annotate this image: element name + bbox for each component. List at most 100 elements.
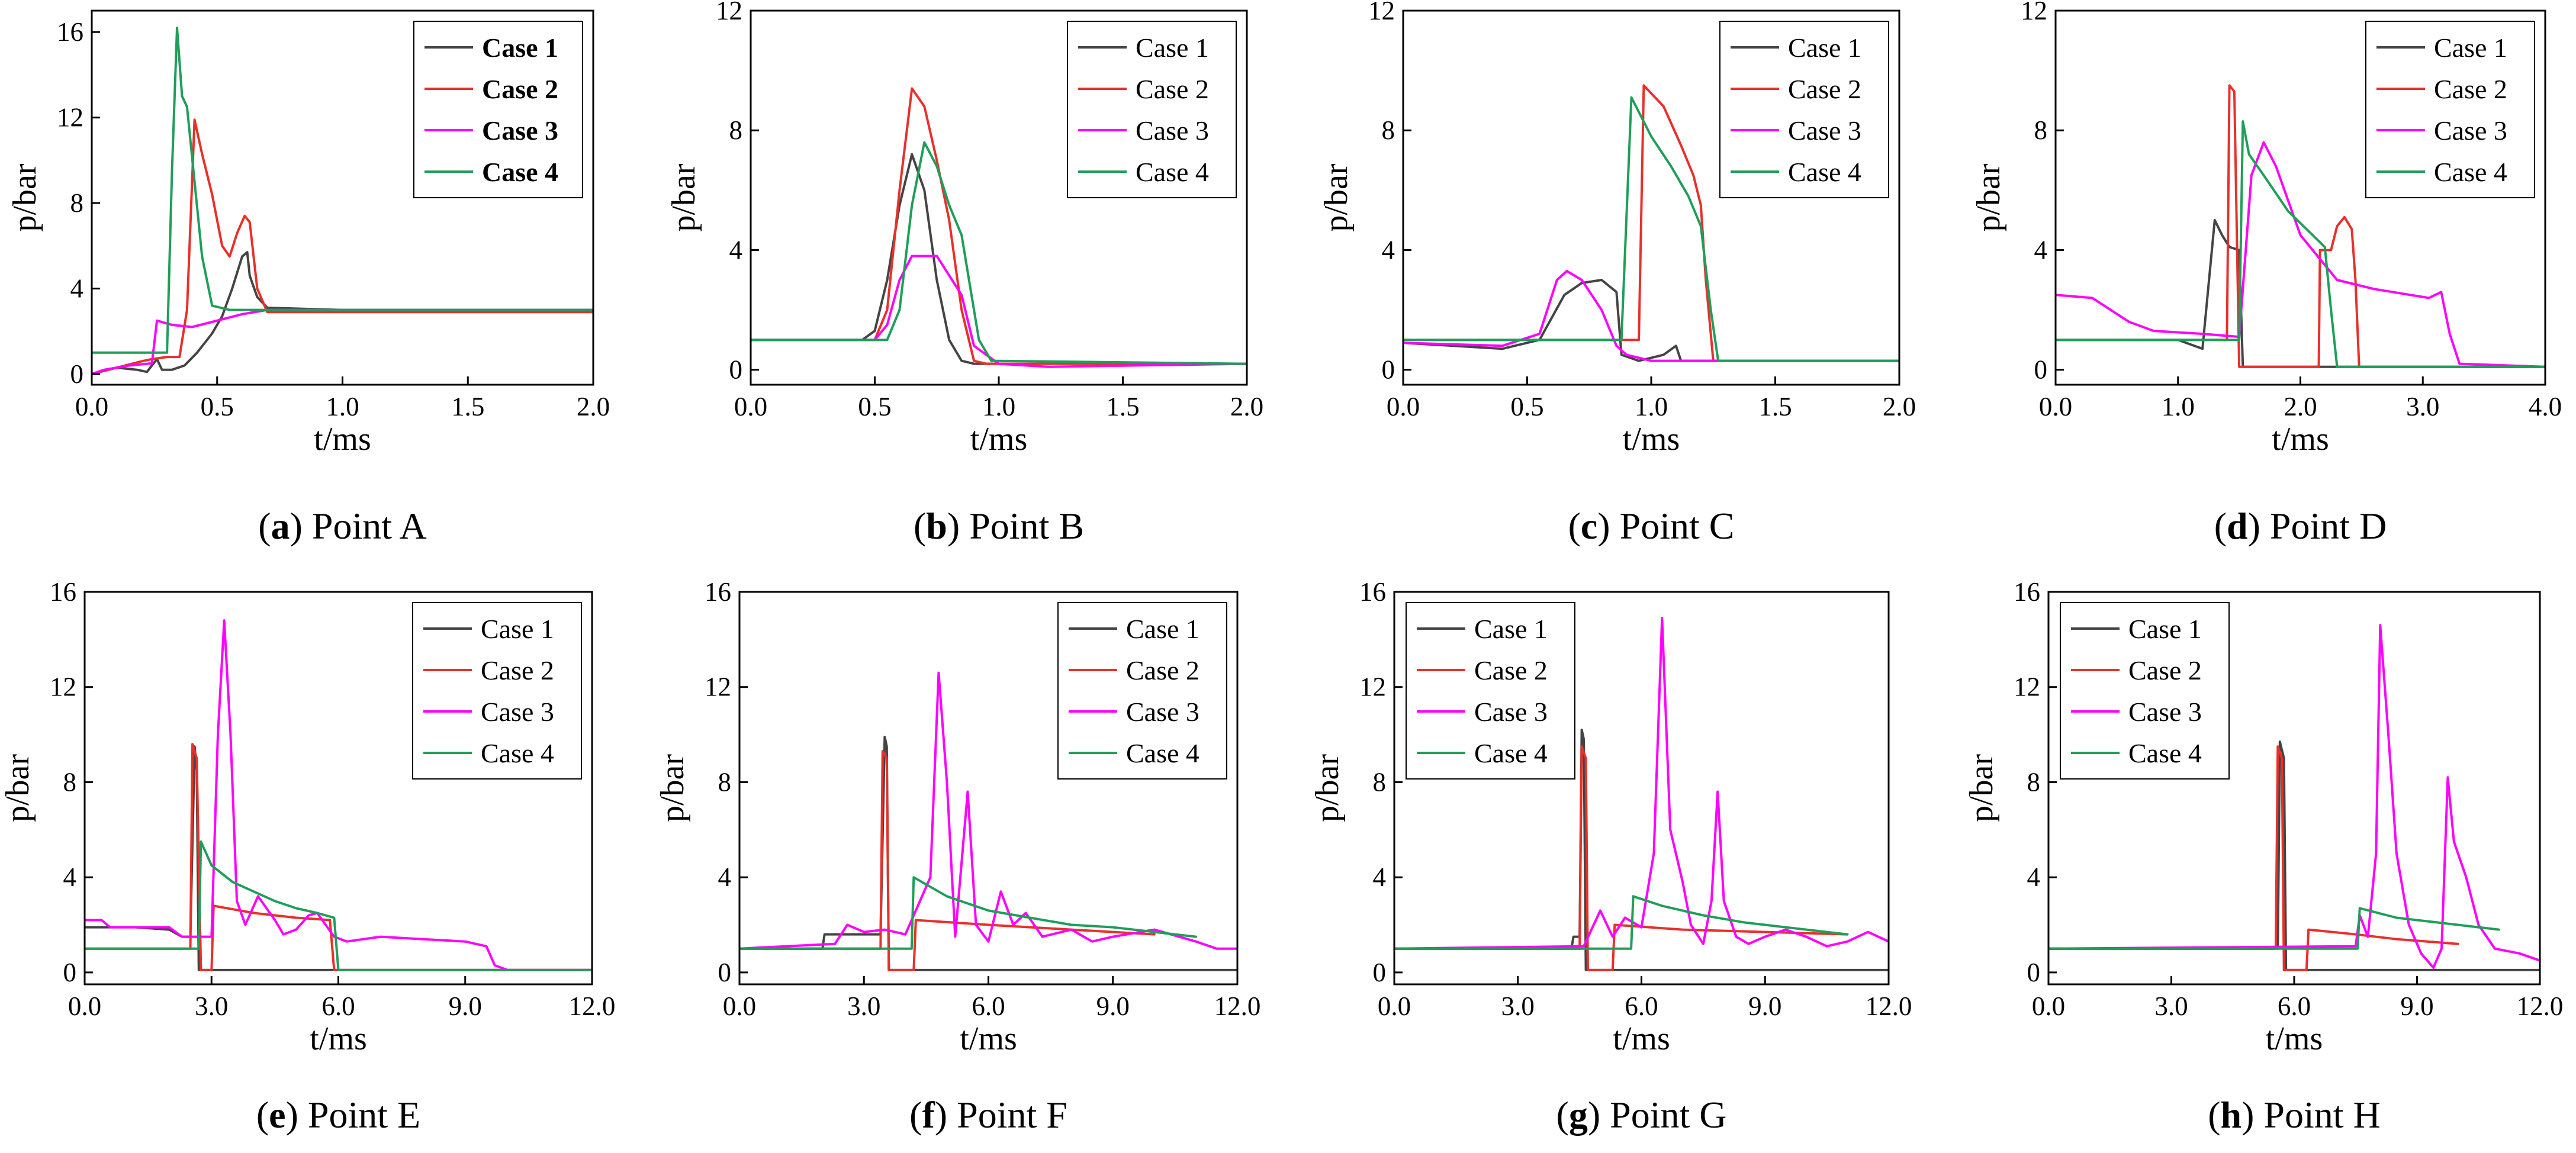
legend-label-case-3: Case 3 [1788, 115, 1861, 146]
legend-label-case-3: Case 3 [481, 697, 554, 727]
legend: Case 1 Case 2 Case 3 Case 4 [1067, 21, 1236, 198]
caption-text: Point F [947, 1094, 1067, 1136]
series-line-case-4 [85, 842, 592, 970]
x-axis-label: t/ms [310, 1020, 366, 1057]
caption-letter: f [922, 1094, 935, 1136]
x-tick-label: 1.0 [326, 392, 359, 421]
x-tick-label: 2.0 [577, 392, 610, 421]
legend-label-case-4: Case 4 [1474, 738, 1548, 768]
panel-caption: (f) Point F [909, 1094, 1067, 1136]
x-tick-label: 6.0 [321, 991, 355, 1021]
legend-label-case-3: Case 3 [1136, 115, 1209, 146]
x-tick-label: 12.0 [1214, 991, 1261, 1021]
panel-h-point-h: 0.0 3.0 6.0 9.0 12.00481216t/msp/barCase 1Ca… [1963, 577, 2563, 1136]
y-axis-label: p/bar [1309, 754, 1346, 822]
y-tick-label: 4 [729, 235, 743, 265]
panel-f-point-f: 0.0 3.0 6.0 9.0 12.00481216t/msp/barCase 1Ca… [654, 577, 1260, 1136]
y-tick-label: 4 [2034, 235, 2048, 265]
legend-label-case-1: Case 1 [1136, 33, 1209, 63]
x-tick-label: 1.5 [1106, 392, 1139, 421]
y-tick-label: 8 [729, 115, 743, 145]
legend-label-case-3: Case 3 [1474, 697, 1548, 727]
y-tick-label: 16 [2014, 577, 2040, 607]
legend-label-case-4: Case 4 [481, 738, 554, 768]
panel-caption: (g) Point G [1556, 1094, 1727, 1136]
y-tick-label: 12 [1359, 672, 1386, 702]
x-tick-label: 1.5 [451, 392, 484, 421]
x-tick-label: 9.0 [1748, 991, 1781, 1021]
legend-label-case-1: Case 1 [1474, 614, 1548, 644]
caption-text: Point G [1600, 1094, 1726, 1136]
legend-label-case-2: Case 2 [1474, 655, 1548, 685]
legend-label-case-4: Case 4 [1136, 157, 1209, 187]
y-tick-label: 0 [729, 355, 743, 385]
x-tick-label: 2.0 [2284, 392, 2317, 421]
x-axis-label: t/ms [960, 1020, 1017, 1057]
x-axis-label: t/ms [970, 421, 1027, 458]
panel-caption: (h) Point H [2208, 1094, 2381, 1136]
y-tick-label: 0 [2034, 355, 2048, 385]
x-tick-label: 9.0 [449, 991, 482, 1021]
series-line-case-3 [751, 256, 1247, 367]
x-tick-label: 9.0 [1096, 991, 1130, 1021]
y-tick-label: 12 [50, 672, 76, 702]
legend-label-case-3: Case 3 [2128, 697, 2202, 727]
y-tick-label: 0 [1373, 958, 1387, 987]
caption-letter: a [271, 505, 290, 547]
legend-label-case-1: Case 1 [1788, 33, 1861, 63]
y-tick-label: 0 [2027, 958, 2041, 987]
caption-text: Point A [303, 505, 427, 547]
legend-label-case-3: Case 3 [482, 115, 558, 146]
caption-letter: c [1581, 505, 1597, 547]
y-tick-label: 12 [2021, 0, 2047, 25]
y-axis-label: p/bar [7, 163, 43, 231]
x-axis-label: t/ms [2266, 1020, 2323, 1057]
panel-caption: (b) Point B [914, 505, 1084, 547]
y-tick-label: 4 [718, 862, 732, 892]
caption-letter: h [2221, 1094, 2242, 1136]
y-tick-label: 12 [57, 103, 83, 133]
x-tick-label: 0.0 [723, 991, 756, 1021]
x-tick-label: 0.0 [68, 991, 101, 1021]
y-tick-label: 8 [2034, 115, 2048, 145]
x-tick-label: 1.5 [1758, 392, 1792, 421]
y-tick-label: 0 [70, 359, 84, 389]
x-tick-label: 0.0 [2032, 991, 2065, 1021]
y-axis-label: p/bar [1318, 163, 1355, 231]
x-tick-label: 3.0 [2406, 392, 2439, 421]
y-tick-label: 0 [63, 958, 77, 987]
x-tick-label: 0.5 [1510, 392, 1543, 421]
legend-label-case-1: Case 1 [482, 33, 558, 63]
series-line-case-2 [1394, 746, 1847, 970]
panel-caption: (c) Point C [1568, 505, 1735, 547]
legend-label-case-1: Case 1 [2128, 614, 2202, 644]
legend-label-case-4: Case 4 [482, 157, 558, 187]
caption-text: Point D [2260, 505, 2387, 547]
figure: 0.0 0.5 1.0 1.5 2.0 0 4 8 12 16 t/ms p/bar Case 1 Cas… [0, 0, 2576, 1153]
panel-g-point-g: 0.0 3.0 6.0 9.0 12.00481216t/msp/barCase 1Ca… [1309, 577, 1912, 1136]
legend-label-case-2: Case 2 [2128, 655, 2202, 685]
series-line-case-1 [85, 746, 592, 970]
y-tick-label: 0 [718, 958, 732, 987]
legend-label-case-2: Case 2 [482, 74, 558, 104]
y-tick-label: 8 [1373, 767, 1387, 797]
series-line-case-1 [1403, 280, 1899, 361]
legend-label-case-4: Case 4 [2434, 157, 2507, 187]
y-tick-label: 16 [50, 577, 76, 607]
y-tick-label: 12 [1368, 0, 1395, 25]
y-tick-label: 8 [1382, 115, 1395, 145]
panel-caption: (d) Point D [2214, 505, 2387, 547]
legend-label-case-1: Case 1 [481, 614, 554, 644]
x-axis-label: t/ms [1613, 1020, 1670, 1057]
x-tick-label: 12.0 [569, 991, 616, 1021]
y-axis-label: p/bar [665, 163, 702, 231]
y-tick-label: 16 [57, 17, 83, 47]
y-tick-label: 8 [63, 767, 77, 797]
y-tick-label: 8 [70, 188, 84, 218]
legend-label-case-2: Case 2 [1788, 74, 1861, 104]
x-tick-label: 1.0 [2162, 392, 2195, 421]
